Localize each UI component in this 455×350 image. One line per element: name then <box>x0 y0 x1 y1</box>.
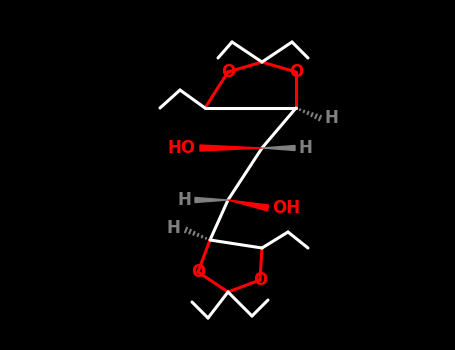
Text: H: H <box>299 139 313 157</box>
Text: O: O <box>289 63 303 81</box>
Text: H: H <box>166 219 180 237</box>
Text: OH: OH <box>272 199 300 217</box>
Text: HO: HO <box>168 139 196 157</box>
Text: O: O <box>253 271 267 289</box>
Text: H: H <box>325 109 339 127</box>
Text: O: O <box>221 63 235 81</box>
Text: H: H <box>177 191 191 209</box>
Polygon shape <box>195 197 228 203</box>
Text: O: O <box>191 263 205 281</box>
Polygon shape <box>228 200 268 211</box>
Polygon shape <box>262 146 295 150</box>
Polygon shape <box>200 145 262 151</box>
